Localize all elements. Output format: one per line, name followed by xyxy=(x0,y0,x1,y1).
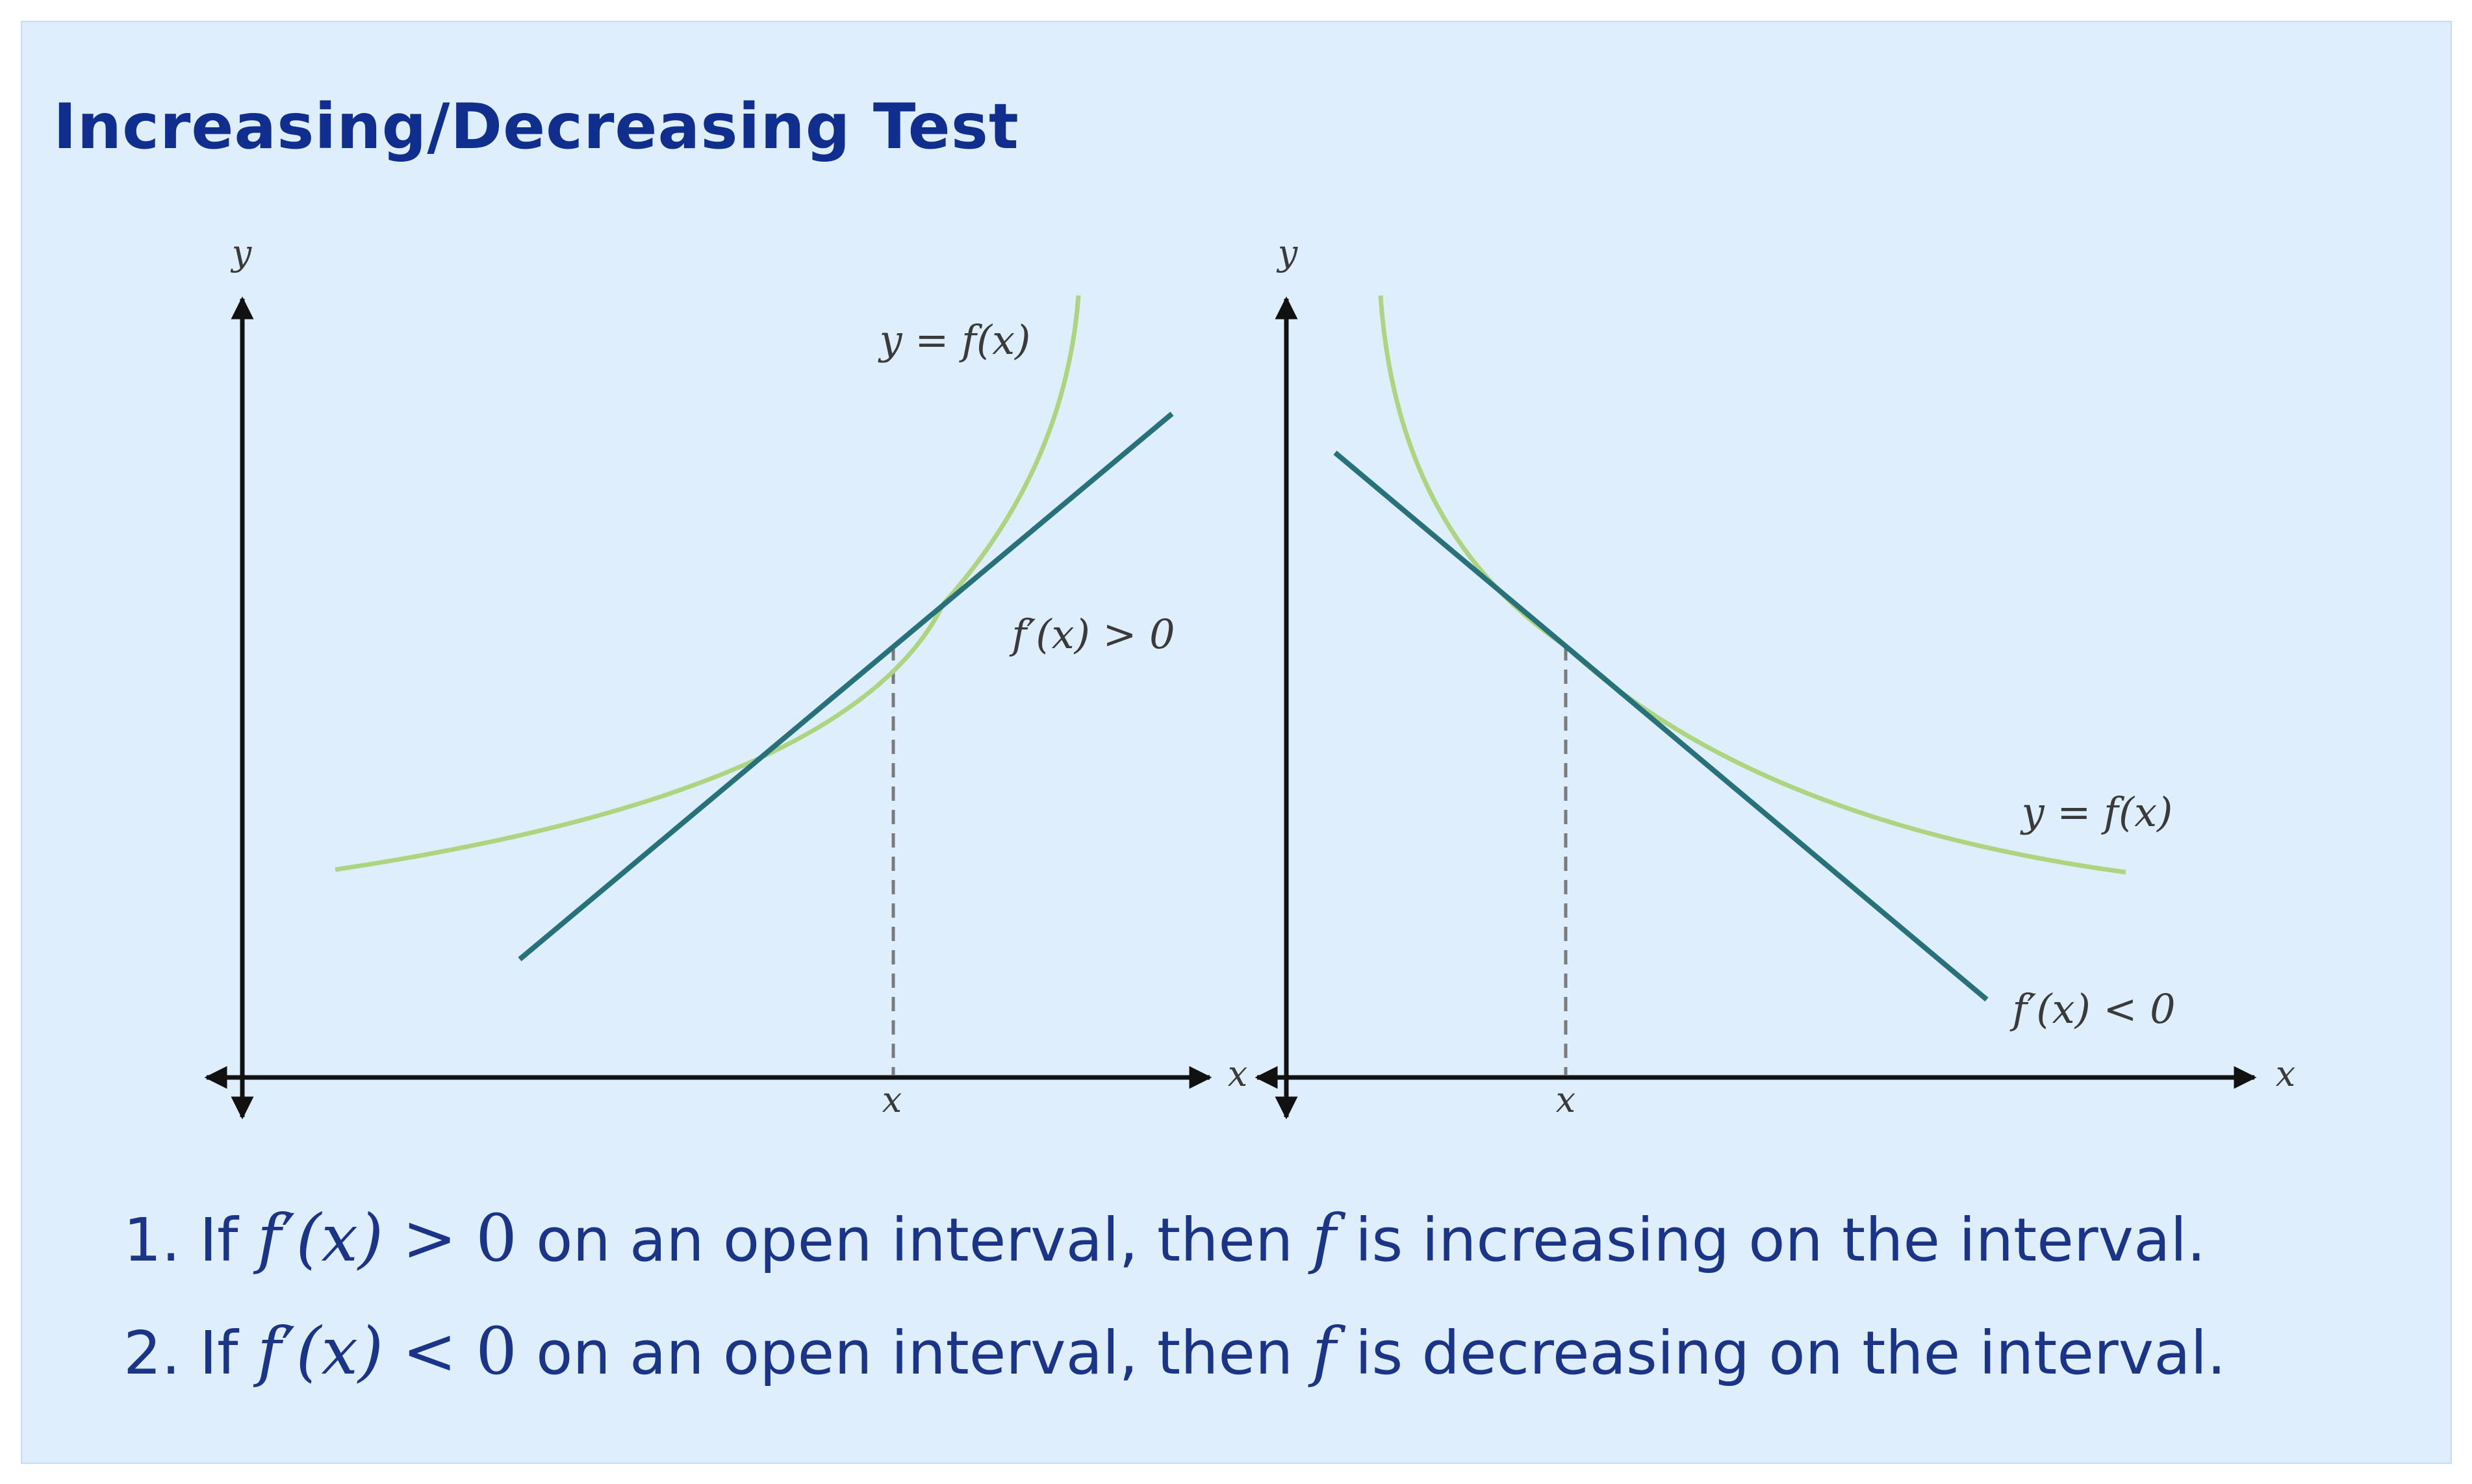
right-curve-label: y = f(x) xyxy=(2020,788,2173,836)
left-increasing-curve xyxy=(335,295,1081,872)
right-tangent-label: f′(x) < 0 xyxy=(2009,985,2175,1033)
left-x-tick-label: x xyxy=(882,1079,902,1120)
left-curve-label: y = f(x) xyxy=(878,316,1031,364)
right-x-axis-label: x xyxy=(2276,1053,2295,1094)
left-x-axis-label: x xyxy=(1228,1053,1247,1094)
statement-number: 2. xyxy=(123,1318,181,1388)
right-graph: y x x y = f(x) f′(x) < 0 xyxy=(1255,233,2295,1120)
math-f: f xyxy=(1312,1200,1336,1276)
math-zero: 0 xyxy=(476,1200,517,1276)
statement-increasing: 1. If f′(x) > 0 on an open interval, the… xyxy=(123,1182,2226,1295)
statement-decreasing: 2. If f′(x) < 0 on an open interval, the… xyxy=(123,1295,2226,1408)
math-relation: < xyxy=(402,1313,457,1389)
math-prime: ′ xyxy=(281,1200,296,1276)
left-tangent-label: f′(x) > 0 xyxy=(1009,610,1175,658)
theorem-card: Increasing/Decreasing Test xyxy=(21,21,2452,1464)
statement-number: 1. xyxy=(123,1205,181,1275)
math-arg: (x) xyxy=(296,1200,383,1276)
statement-suffix: is increasing on the interval. xyxy=(1355,1205,2206,1275)
test-statements: 1. If f′(x) > 0 on an open interval, the… xyxy=(123,1182,2226,1408)
math-f: f xyxy=(257,1200,281,1276)
right-y-axis-label: y xyxy=(1277,233,1299,273)
statement-prefix: If xyxy=(199,1318,238,1388)
left-graph: y x x y = f(x) f′(x) > 0 xyxy=(204,233,1247,1120)
left-tangent-line xyxy=(518,411,1174,962)
right-x-tick-label: x xyxy=(1556,1079,1575,1120)
page-title: Increasing/Decreasing Test xyxy=(53,90,1019,163)
statement-prefix: If xyxy=(199,1205,238,1275)
math-f: f xyxy=(257,1313,281,1389)
statement-middle: on an open interval, then xyxy=(536,1205,1293,1275)
math-prime: ′ xyxy=(281,1313,296,1389)
math-arg: (x) xyxy=(296,1313,383,1389)
statement-suffix: is decreasing on the interval. xyxy=(1355,1318,2226,1388)
math-zero: 0 xyxy=(476,1313,517,1389)
statement-middle: on an open interval, then xyxy=(536,1318,1293,1388)
math-f: f xyxy=(1312,1313,1336,1389)
right-tangent-line xyxy=(1333,450,1989,1002)
math-relation: > xyxy=(402,1200,457,1276)
left-y-axis-label: y xyxy=(231,233,253,273)
